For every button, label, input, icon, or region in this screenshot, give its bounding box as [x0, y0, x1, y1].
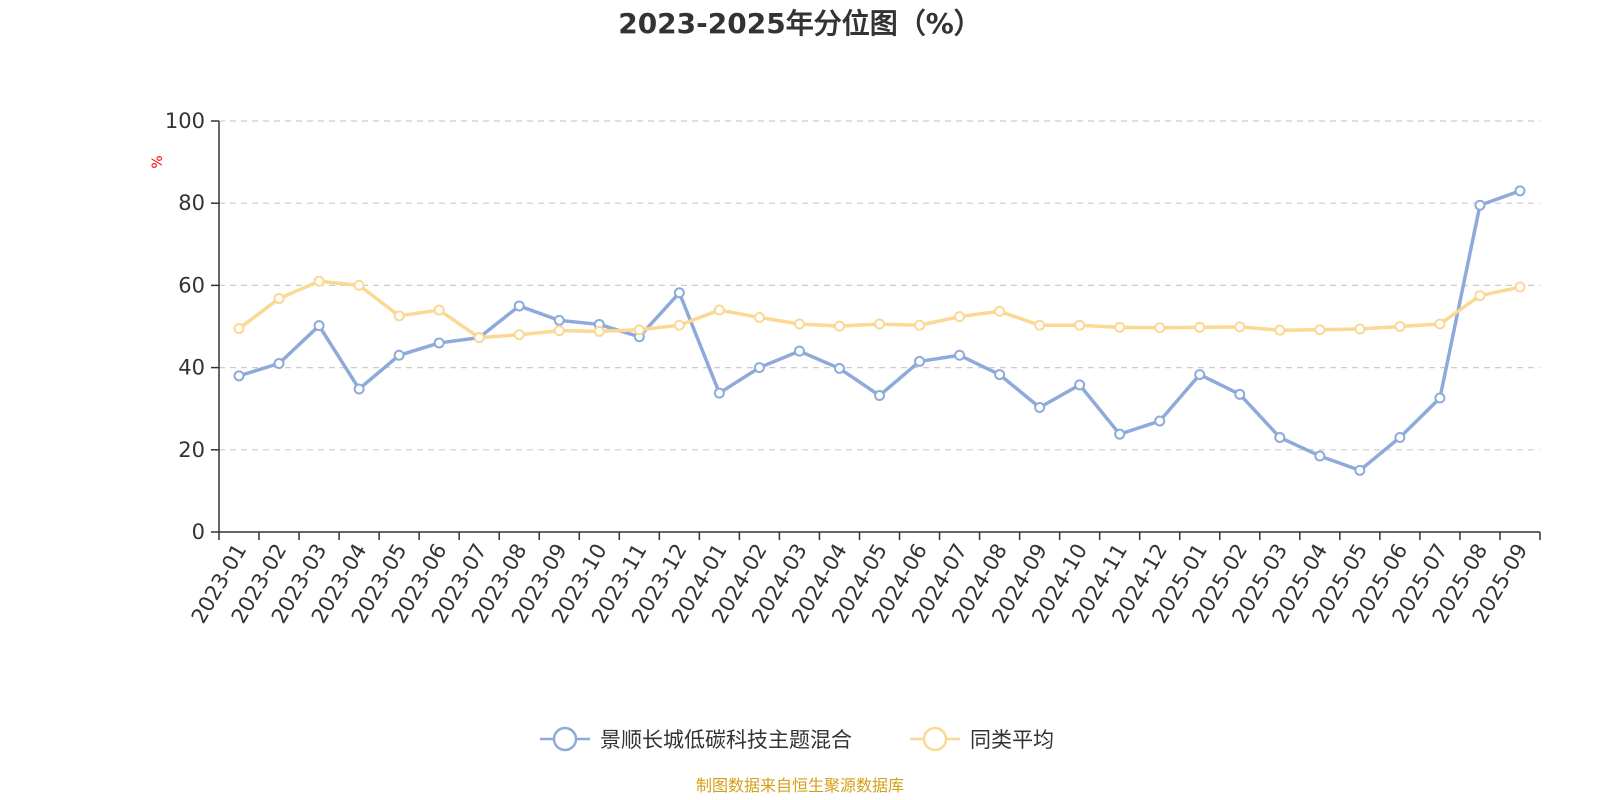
- data-point[interactable]: [954, 349, 966, 361]
- chart-title: 2023-2025年分位图（%）: [618, 7, 982, 40]
- data-point[interactable]: [673, 319, 685, 331]
- data-point[interactable]: [1034, 401, 1046, 413]
- data-point[interactable]: [1314, 324, 1326, 336]
- data-point[interactable]: [513, 329, 525, 341]
- legend-circle-icon: [552, 726, 578, 752]
- y-axis-label: %: [150, 155, 166, 168]
- data-point[interactable]: [1154, 322, 1166, 334]
- data-point[interactable]: [833, 362, 845, 374]
- axes: 0204060801002023-012023-022023-032023-04…: [165, 109, 1541, 627]
- data-point[interactable]: [433, 337, 445, 349]
- data-point[interactable]: [313, 275, 325, 287]
- data-point[interactable]: [874, 390, 885, 402]
- data-point[interactable]: [1474, 199, 1486, 211]
- data-point[interactable]: [673, 287, 685, 299]
- data-point[interactable]: [593, 325, 605, 337]
- data-point[interactable]: [633, 324, 645, 336]
- data-point[interactable]: [954, 311, 966, 323]
- legend-item[interactable]: 同类平均: [910, 726, 1054, 752]
- data-point[interactable]: [713, 304, 725, 316]
- data-point[interactable]: [433, 304, 445, 316]
- series-2: [233, 275, 1526, 344]
- data-point[interactable]: [273, 293, 285, 305]
- data-point[interactable]: [1274, 431, 1286, 443]
- y-tick-label: 100: [165, 109, 205, 133]
- data-point[interactable]: [393, 349, 405, 361]
- legend-item[interactable]: 景顺长城低碳科技主题混合: [540, 726, 852, 752]
- data-point[interactable]: [1434, 392, 1446, 404]
- data-point[interactable]: [1114, 428, 1126, 440]
- data-point[interactable]: [1074, 379, 1086, 391]
- gridlines: [219, 120, 1540, 451]
- y-tick-label: 60: [178, 273, 205, 297]
- y-tick-label: 0: [192, 520, 205, 544]
- data-point[interactable]: [1034, 319, 1046, 331]
- data-point[interactable]: [513, 300, 525, 312]
- data-point[interactable]: [313, 320, 325, 332]
- data-point[interactable]: [1474, 290, 1486, 302]
- data-point[interactable]: [1154, 415, 1166, 427]
- data-point[interactable]: [994, 369, 1006, 381]
- data-point[interactable]: [1234, 388, 1246, 400]
- data-point[interactable]: [353, 279, 365, 291]
- data-point[interactable]: [233, 323, 245, 335]
- y-tick-label: 80: [178, 191, 205, 215]
- data-point[interactable]: [1274, 324, 1286, 336]
- data-point[interactable]: [553, 325, 565, 337]
- data-point[interactable]: [1394, 431, 1406, 443]
- data-point[interactable]: [914, 319, 926, 331]
- y-tick-label: 40: [178, 356, 205, 380]
- data-point[interactable]: [473, 332, 485, 344]
- data-point[interactable]: [1354, 323, 1366, 335]
- data-point[interactable]: [233, 370, 245, 382]
- data-point[interactable]: [1234, 321, 1246, 333]
- data-point[interactable]: [1394, 321, 1406, 332]
- data-point[interactable]: [553, 314, 565, 326]
- legend-label: 景顺长城低碳科技主题混合: [600, 728, 852, 752]
- data-point[interactable]: [874, 318, 885, 330]
- data-point[interactable]: [1354, 464, 1366, 476]
- data-point[interactable]: [1074, 319, 1086, 331]
- data-point[interactable]: [1314, 450, 1326, 462]
- data-point[interactable]: [1514, 185, 1526, 197]
- data-point[interactable]: [393, 310, 405, 322]
- data-point[interactable]: [833, 320, 845, 332]
- legend-label: 同类平均: [970, 728, 1054, 752]
- data-point[interactable]: [273, 357, 285, 369]
- series-layer: [233, 185, 1526, 476]
- data-point[interactable]: [1514, 281, 1526, 293]
- legend[interactable]: 景顺长城低碳科技主题混合 同类平均: [540, 726, 1054, 752]
- data-point[interactable]: [793, 318, 805, 330]
- data-point[interactable]: [1194, 321, 1206, 333]
- data-point[interactable]: [1114, 321, 1126, 333]
- data-point[interactable]: [1194, 369, 1206, 381]
- data-point[interactable]: [713, 387, 725, 399]
- y-tick-label: 20: [178, 438, 205, 462]
- data-point[interactable]: [914, 355, 926, 367]
- source-note: 制图数据来自恒生聚源数据库: [696, 776, 904, 795]
- legend-circle-icon: [922, 726, 948, 752]
- data-point[interactable]: [994, 305, 1006, 317]
- data-point[interactable]: [793, 345, 805, 357]
- data-point[interactable]: [353, 383, 365, 395]
- data-point[interactable]: [753, 311, 765, 323]
- data-point[interactable]: [753, 362, 765, 374]
- data-point[interactable]: [1434, 318, 1446, 330]
